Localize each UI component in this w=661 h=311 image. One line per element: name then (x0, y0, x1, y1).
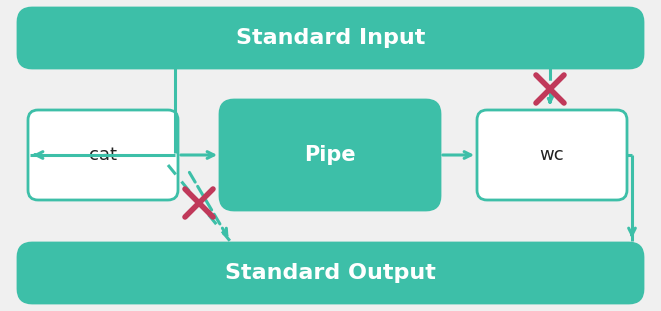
Text: wc: wc (539, 146, 564, 164)
FancyBboxPatch shape (18, 8, 643, 68)
FancyBboxPatch shape (477, 110, 627, 200)
FancyBboxPatch shape (220, 100, 440, 210)
Text: Standard Input: Standard Input (236, 28, 425, 48)
FancyBboxPatch shape (28, 110, 178, 200)
Text: cat: cat (89, 146, 117, 164)
FancyBboxPatch shape (18, 243, 643, 303)
Text: Standard Output: Standard Output (225, 263, 436, 283)
Text: Pipe: Pipe (304, 145, 356, 165)
